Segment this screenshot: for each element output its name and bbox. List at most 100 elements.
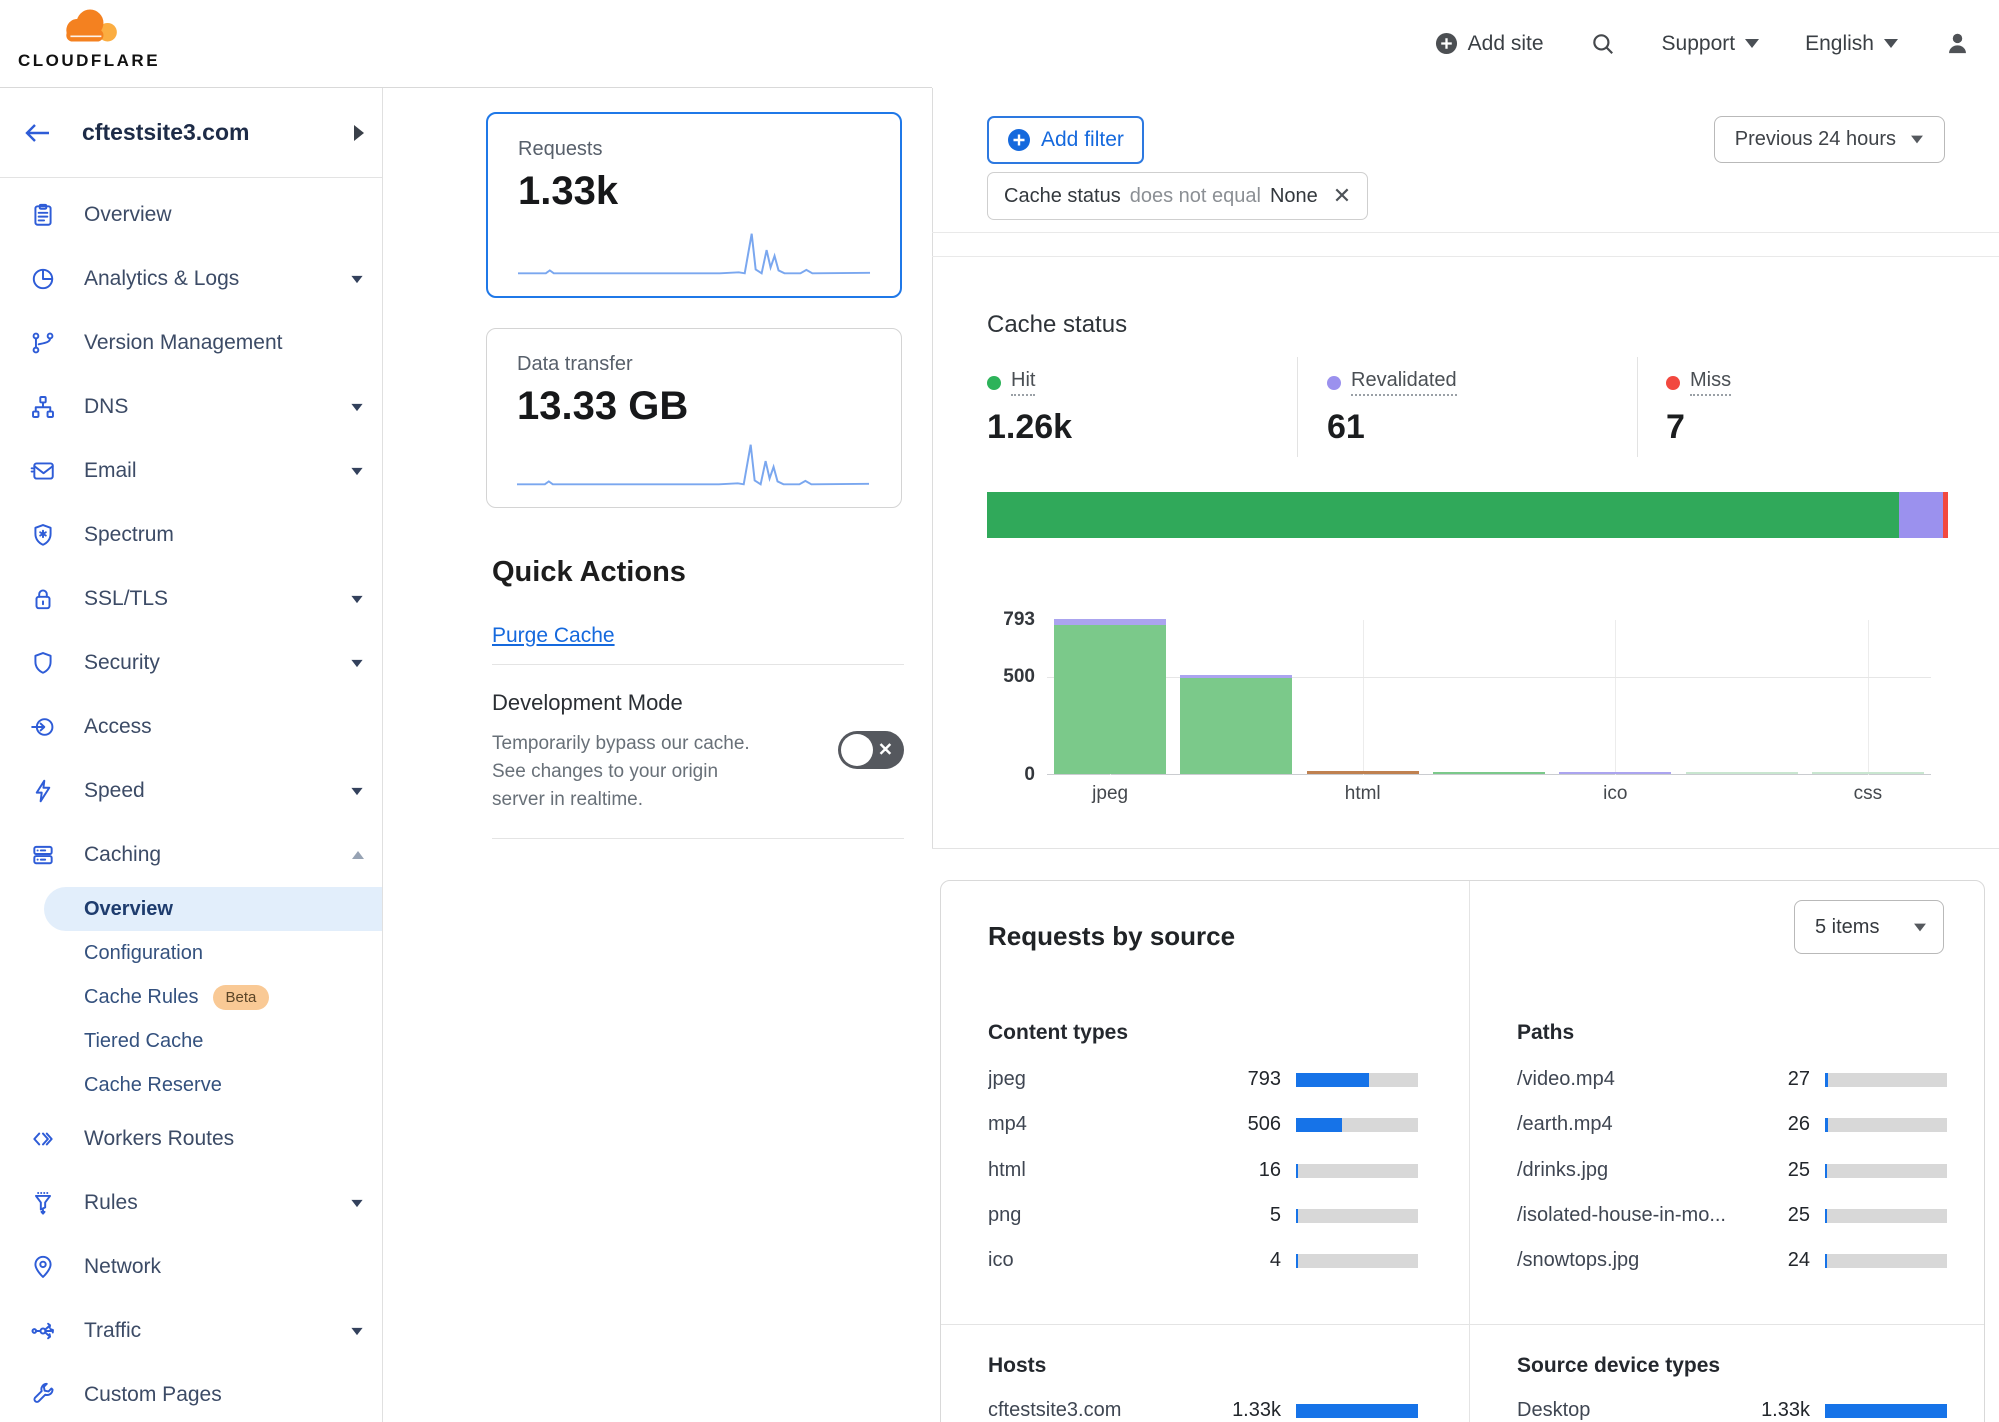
- stat-value: 1.26k: [987, 408, 1073, 446]
- row-bar-track: [1296, 1209, 1418, 1223]
- stat-value: 61: [1327, 408, 1365, 446]
- bar-segment: [1685, 772, 1798, 774]
- cloudflare-logo[interactable]: CLOUDFLARE: [14, 6, 164, 71]
- table-row[interactable]: html 16: [988, 1158, 1422, 1184]
- row-bar-fill: [1825, 1404, 1947, 1418]
- toggle-knob: [841, 734, 873, 766]
- row-value: 1.33k: [1232, 1399, 1281, 1421]
- row-value: 793: [1247, 1068, 1281, 1090]
- bar-col-2[interactable]: [1180, 675, 1293, 774]
- sidebar-item-custom-pages[interactable]: Custom Pages: [0, 1363, 382, 1422]
- y-axis-tick: 0: [1024, 764, 1035, 785]
- device-types-heading: Source device types: [1517, 1354, 1721, 1377]
- row-label: /snowtops.jpg: [1517, 1249, 1640, 1271]
- header-divider: [0, 87, 932, 88]
- user-profile-icon[interactable]: [1944, 30, 1971, 57]
- bar-html[interactable]: [1306, 771, 1419, 774]
- row-label: Desktop: [1517, 1399, 1591, 1421]
- sidebar-item-overview[interactable]: Overview: [0, 183, 382, 247]
- sidebar-item-analytics-logs[interactable]: Analytics & Logs: [0, 247, 382, 311]
- sidebar-item-caching[interactable]: Caching: [0, 823, 382, 887]
- bar-col-6[interactable]: [1685, 772, 1798, 774]
- sidebar-item-traffic[interactable]: Traffic: [0, 1299, 382, 1363]
- remove-filter-icon[interactable]: ✕: [1332, 183, 1352, 208]
- stacked-segment-hit: [987, 492, 1899, 538]
- sidebar-item-network[interactable]: Network: [0, 1235, 382, 1299]
- stat-label[interactable]: Hit: [1011, 369, 1036, 396]
- row-bar-fill: [1825, 1254, 1828, 1268]
- development-mode-title: Development Mode: [492, 690, 683, 715]
- row-value: 4: [1269, 1249, 1281, 1271]
- table-row[interactable]: cftestsite3.com 1.33k: [988, 1398, 1422, 1422]
- divider: [492, 838, 904, 839]
- row-bar-track: [1825, 1118, 1947, 1132]
- table-row[interactable]: mp4 506: [988, 1112, 1422, 1138]
- bar-segment: [1306, 771, 1419, 774]
- add-site-button[interactable]: Add site: [1435, 32, 1544, 56]
- filter-operator: does not equal: [1129, 184, 1261, 207]
- requests-metric-card[interactable]: Requests 1.33k: [486, 112, 902, 298]
- table-row[interactable]: ico 4: [988, 1248, 1422, 1274]
- sidebar-item-label: Email: [84, 459, 137, 482]
- row-label: /video.mp4: [1517, 1068, 1615, 1090]
- table-row[interactable]: /video.mp4 27: [1517, 1067, 1951, 1093]
- sidebar-item-spectrum[interactable]: Spectrum: [0, 503, 382, 567]
- table-row[interactable]: Desktop 1.33k: [1517, 1398, 1951, 1422]
- chevron-right-icon[interactable]: [354, 124, 364, 141]
- sidebar: cftestsite3.com Overview Analytics & Logs…: [0, 88, 383, 1422]
- add-filter-button[interactable]: Add filter: [987, 116, 1144, 164]
- bar-segment: [1180, 675, 1293, 679]
- sidebar-item-speed[interactable]: Speed: [0, 759, 382, 823]
- time-range-select[interactable]: Previous 24 hours: [1713, 116, 1945, 163]
- miss-dot-icon: [1666, 375, 1680, 390]
- requests-by-source-card: Requests by source 5 items Content types…: [940, 880, 1985, 1422]
- sidebar-subitem-cache-reserve[interactable]: Cache Reserve: [0, 1063, 382, 1107]
- bar-col-4[interactable]: [1433, 772, 1545, 774]
- sidebar-item-email[interactable]: Email: [0, 439, 382, 503]
- cache-stat-revalidated: Revalidated 61: [1327, 369, 1627, 447]
- cache-status-title: Cache status: [987, 311, 1128, 338]
- data-transfer-metric-card[interactable]: Data transfer 13.33 GB: [486, 328, 902, 508]
- add-filter-label: Add filter: [1041, 128, 1124, 151]
- sidebar-subitem-overview[interactable]: Overview: [44, 887, 382, 931]
- search-icon[interactable]: [1590, 31, 1616, 57]
- support-menu[interactable]: Support: [1662, 32, 1760, 56]
- items-count-select[interactable]: 5 items: [1794, 900, 1944, 954]
- table-row[interactable]: jpeg 793: [988, 1067, 1422, 1093]
- bar-jpeg[interactable]: [1054, 619, 1167, 774]
- row-value: 24: [1787, 1249, 1810, 1271]
- sidebar-item-access[interactable]: Access: [0, 695, 382, 759]
- bar-ico[interactable]: [1559, 772, 1672, 774]
- sidebar-subitem-configuration[interactable]: Configuration: [0, 931, 382, 975]
- stat-divider: [1637, 357, 1638, 457]
- table-row[interactable]: png 5: [988, 1203, 1422, 1229]
- table-row[interactable]: /earth.mp4 26: [1517, 1112, 1951, 1138]
- language-menu[interactable]: English: [1805, 32, 1898, 56]
- sidebar-item-workers-routes[interactable]: Workers Routes: [0, 1107, 382, 1171]
- table-row[interactable]: /snowtops.jpg 24: [1517, 1248, 1951, 1274]
- table-row[interactable]: /isolated-house-in-mo... 25: [1517, 1203, 1951, 1229]
- development-mode-toggle[interactable]: ✕: [838, 731, 904, 769]
- sidebar-item-rules[interactable]: Rules: [0, 1171, 382, 1235]
- time-range-label: Previous 24 hours: [1734, 128, 1896, 150]
- sidebar-subitem-cache-rules[interactable]: Cache Rules Beta: [0, 975, 382, 1019]
- row-bar-fill: [1296, 1209, 1298, 1223]
- stat-label[interactable]: Miss: [1690, 369, 1732, 396]
- table-row[interactable]: /drinks.jpg 25: [1517, 1158, 1951, 1184]
- row-label: png: [988, 1204, 1022, 1226]
- cache-status-filter-chip[interactable]: Cache status does not equal None ✕: [987, 172, 1369, 220]
- sidebar-subitem-tiered-cache[interactable]: Tiered Cache: [0, 1019, 382, 1063]
- sidebar-item-security[interactable]: Security: [0, 631, 382, 695]
- back-arrow-icon[interactable]: [22, 121, 52, 145]
- stacked-segment-miss: [1942, 492, 1948, 538]
- row-value: 26: [1787, 1113, 1810, 1135]
- stat-label[interactable]: Revalidated: [1351, 369, 1457, 396]
- sidebar-item-ssl-tls[interactable]: SSL/TLS: [0, 567, 382, 631]
- sidebar-item-dns[interactable]: DNS: [0, 375, 382, 439]
- divider: [492, 664, 904, 665]
- site-name[interactable]: cftestsite3.com: [82, 119, 250, 145]
- sidebar-item-version-management[interactable]: Version Management: [0, 311, 382, 375]
- bar-css[interactable]: [1811, 772, 1924, 774]
- purge-cache-link[interactable]: Purge Cache: [492, 624, 615, 647]
- row-bar-fill: [1825, 1073, 1828, 1087]
